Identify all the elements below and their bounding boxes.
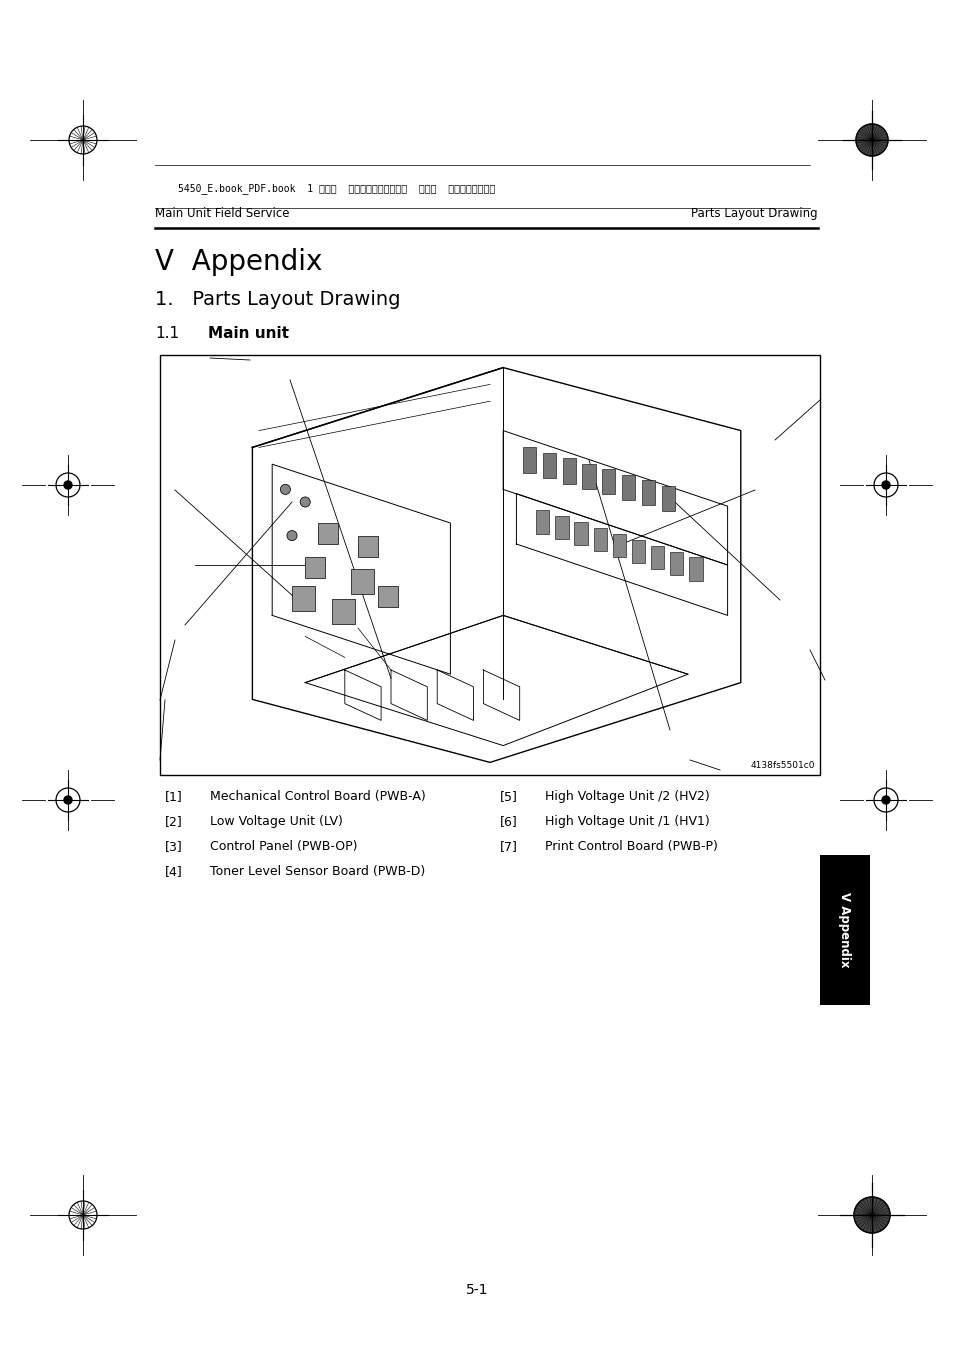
Bar (593, 528, 606, 551)
Text: Print Control Board (PWB-P): Print Control Board (PWB-P) (544, 840, 717, 852)
Text: Toner Level Sensor Board (PWB-D): Toner Level Sensor Board (PWB-D) (210, 865, 425, 878)
Text: Mechanical Control Board (PWB-A): Mechanical Control Board (PWB-A) (210, 790, 425, 802)
Bar (820, 855, 869, 1005)
Bar (542, 453, 556, 478)
Bar (631, 540, 644, 563)
Bar (555, 516, 568, 539)
Text: [1]: [1] (165, 790, 183, 802)
Polygon shape (69, 1201, 97, 1229)
Text: [7]: [7] (499, 840, 517, 852)
Circle shape (280, 485, 290, 494)
Text: [3]: [3] (165, 840, 183, 852)
Text: [4]: [4] (165, 865, 183, 878)
Bar (377, 586, 397, 607)
Bar (669, 551, 682, 574)
Bar (357, 535, 377, 557)
Bar (318, 523, 338, 544)
Circle shape (64, 481, 71, 489)
Text: 1.1: 1.1 (154, 326, 179, 340)
Bar (522, 447, 536, 473)
Text: V  Appendix: V Appendix (154, 249, 322, 276)
Bar (581, 463, 595, 489)
Bar (661, 485, 674, 511)
Bar (574, 521, 587, 546)
Bar (641, 480, 655, 505)
Text: [2]: [2] (165, 815, 183, 828)
Text: Main Unit Field Service: Main Unit Field Service (154, 207, 289, 220)
Text: 4138fs5501c0: 4138fs5501c0 (750, 761, 814, 770)
Polygon shape (853, 1197, 889, 1233)
Polygon shape (855, 124, 887, 155)
Text: Control Panel (PWB-OP): Control Panel (PWB-OP) (210, 840, 357, 852)
Text: Low Voltage Unit (LV): Low Voltage Unit (LV) (210, 815, 342, 828)
Text: 5-1: 5-1 (465, 1283, 488, 1297)
Polygon shape (69, 126, 97, 154)
Text: Main unit: Main unit (208, 326, 289, 340)
Circle shape (287, 531, 296, 540)
Bar (351, 569, 375, 594)
Circle shape (300, 497, 310, 507)
Circle shape (64, 796, 71, 804)
Bar (612, 534, 625, 557)
Circle shape (882, 481, 889, 489)
Text: High Voltage Unit /2 (HV2): High Voltage Unit /2 (HV2) (544, 790, 709, 802)
Bar (305, 557, 325, 578)
Bar (160, 355, 820, 775)
Bar (562, 458, 576, 484)
Bar (536, 511, 549, 534)
Text: [6]: [6] (499, 815, 517, 828)
Circle shape (882, 796, 889, 804)
Bar (292, 586, 314, 611)
Text: High Voltage Unit /1 (HV1): High Voltage Unit /1 (HV1) (544, 815, 709, 828)
Text: [5]: [5] (499, 790, 517, 802)
Text: V Appendix: V Appendix (838, 892, 851, 967)
Text: 5450_E.book_PDF.book  1 ページ  ２００５年４月１２日  火曜日  午後１２時５４分: 5450_E.book_PDF.book 1 ページ ２００５年４月１２日 火曜… (178, 182, 495, 195)
Text: Parts Layout Drawing: Parts Layout Drawing (691, 207, 817, 220)
Bar (332, 598, 355, 624)
Bar (689, 558, 701, 581)
Bar (601, 469, 615, 494)
Bar (621, 474, 635, 500)
Bar (650, 546, 663, 569)
Text: 1.   Parts Layout Drawing: 1. Parts Layout Drawing (154, 290, 400, 309)
